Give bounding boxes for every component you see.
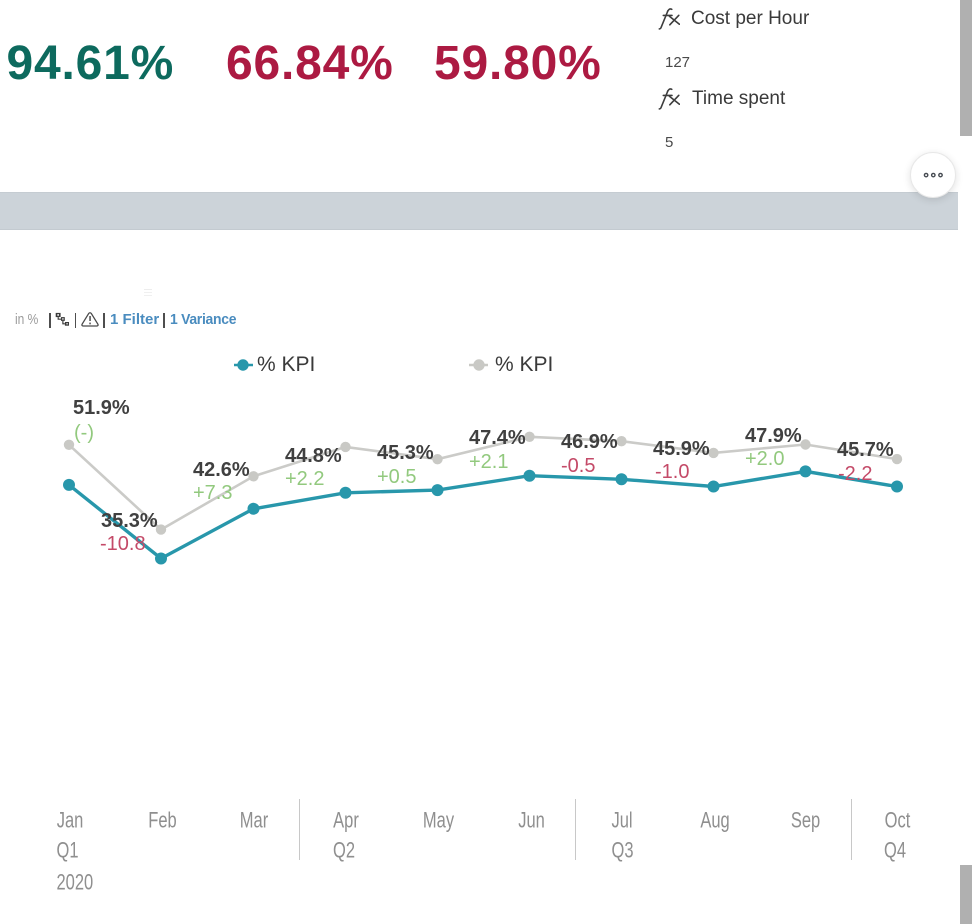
svg-text:Jan: Jan — [57, 808, 84, 833]
svg-text:Q1: Q1 — [57, 838, 79, 863]
svg-text:47.4%: 47.4% — [469, 427, 526, 449]
svg-text:35.3%: 35.3% — [101, 510, 158, 532]
svg-text:-2.2: -2.2 — [838, 463, 872, 485]
svg-text:Mar: Mar — [240, 808, 269, 833]
svg-text:51.9%: 51.9% — [73, 397, 130, 419]
svg-text:46.9%: 46.9% — [561, 431, 618, 453]
svg-text:Aug: Aug — [700, 808, 729, 833]
svg-text:Apr: Apr — [333, 808, 359, 833]
svg-text:+2.0: +2.0 — [745, 448, 784, 470]
svg-text:-1.0: -1.0 — [655, 461, 689, 483]
svg-text:-10.8: -10.8 — [100, 533, 146, 555]
svg-text:+0.5: +0.5 — [377, 466, 416, 488]
svg-text:Feb: Feb — [148, 808, 176, 833]
svg-text:45.9%: 45.9% — [653, 438, 710, 460]
svg-text:Jun: Jun — [518, 808, 545, 833]
svg-text:+7.3: +7.3 — [193, 482, 232, 504]
svg-text:Oct: Oct — [885, 808, 911, 833]
svg-text:45.3%: 45.3% — [377, 442, 434, 464]
svg-text:May: May — [423, 808, 454, 833]
svg-text:2020: 2020 — [57, 870, 94, 895]
svg-text:Q2: Q2 — [333, 838, 355, 863]
svg-text:45.7%: 45.7% — [837, 439, 894, 461]
svg-text:-0.5: -0.5 — [561, 455, 595, 477]
svg-text:Q3: Q3 — [612, 838, 634, 863]
svg-text:44.8%: 44.8% — [285, 445, 342, 467]
svg-text:+2.1: +2.1 — [469, 451, 508, 473]
svg-text:(-): (-) — [74, 422, 94, 444]
svg-text:Q4: Q4 — [884, 838, 906, 863]
svg-text:Jul: Jul — [611, 808, 632, 833]
svg-text:47.9%: 47.9% — [745, 425, 802, 447]
svg-text:+2.2: +2.2 — [285, 468, 324, 490]
svg-text:Sep: Sep — [791, 808, 820, 833]
svg-text:42.6%: 42.6% — [193, 459, 250, 481]
